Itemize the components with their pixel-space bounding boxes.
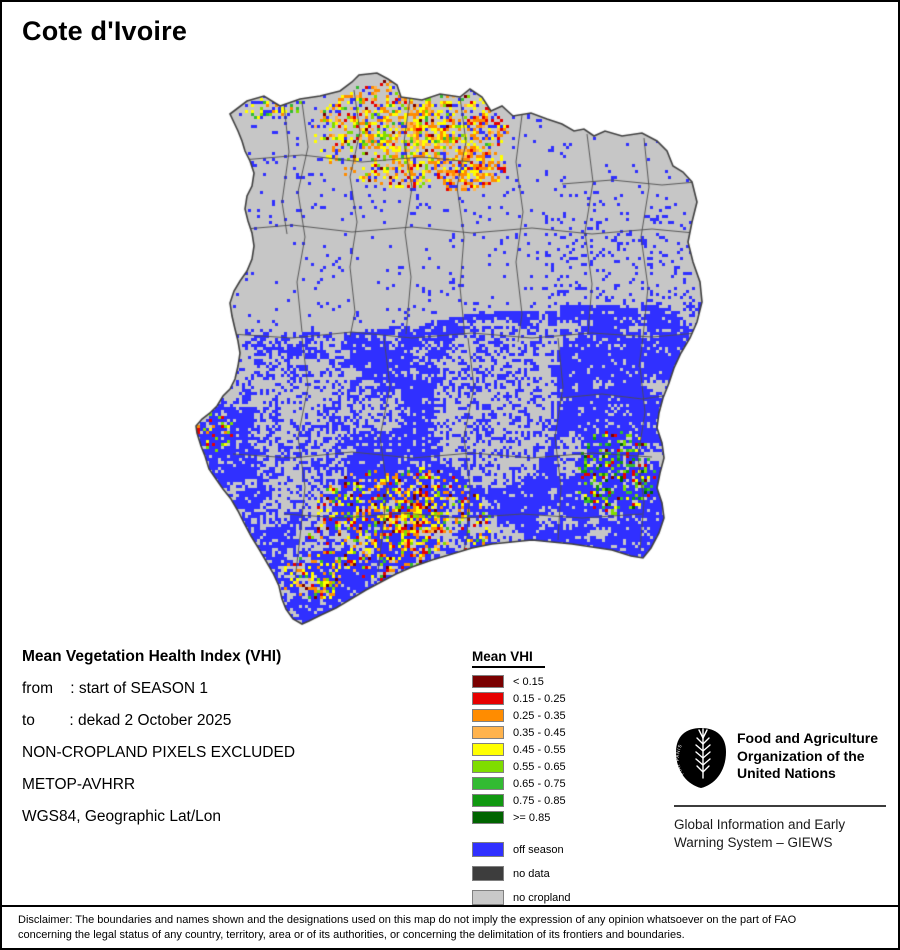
legend-row: off season	[472, 842, 571, 857]
legend-label: >= 0.85	[513, 811, 551, 824]
legend-row: 0.35 - 0.45	[472, 726, 571, 739]
legend-label: 0.15 - 0.25	[513, 692, 566, 705]
legend-title: Mean VHI	[472, 649, 545, 668]
legend-extra-list: off season no data no cropland	[472, 842, 571, 905]
fao-motto-text: FIAT PANIS	[675, 743, 685, 776]
legend-row: 0.65 - 0.75	[472, 777, 571, 790]
legend-swatch	[472, 709, 504, 722]
legend-label: 0.55 - 0.65	[513, 760, 566, 773]
page-title: Cote d'Ivoire	[22, 16, 188, 46]
giews-line: Global Information and Early	[674, 817, 846, 832]
legend-swatch	[472, 726, 504, 739]
fao-name-line: Food and Agriculture	[737, 730, 879, 746]
map-info-block: Mean Vegetation Health Index (VHI) from …	[22, 648, 295, 826]
legend-label: no data	[513, 867, 550, 880]
legend-swatch	[472, 692, 504, 705]
disclaimer-line: Disclaimer: The boundaries and names sho…	[18, 914, 797, 926]
legend-swatch	[472, 866, 504, 881]
vhi-legend: Mean VHI < 0.15 0.15 - 0.25 0.25 - 0.35 0.3…	[472, 648, 571, 914]
fao-block: FIAT PANIS Food and Agriculture Organiza…	[674, 726, 894, 852]
divider-line	[674, 805, 886, 807]
legend-class-list: < 0.15 0.15 - 0.25 0.25 - 0.35 0.35 - 0.45 0…	[472, 675, 571, 824]
wheat-ear-icon	[695, 728, 711, 779]
legend-swatch	[472, 743, 504, 756]
legend-row: no data	[472, 866, 571, 881]
info-line-cropmask: NON-CROPLAND PIXELS EXCLUDED	[22, 744, 296, 761]
legend-row: < 0.15	[472, 675, 571, 688]
legend-swatch	[472, 777, 504, 790]
legend-label: 0.45 - 0.55	[513, 743, 566, 756]
legend-label: off season	[513, 843, 564, 856]
legend-row: 0.75 - 0.85	[472, 794, 571, 807]
legend-swatch	[472, 842, 504, 857]
fao-name-line: Organization of the	[737, 747, 865, 764]
legend-label: 0.35 - 0.45	[513, 726, 566, 739]
legend-swatch	[472, 811, 504, 824]
legend-swatch	[472, 890, 504, 905]
legend-swatch	[472, 675, 504, 688]
legend-label: 0.75 - 0.85	[513, 794, 566, 807]
disclaimer: Disclaimer: The boundaries and names sho…	[2, 905, 898, 948]
giews-name: Global Information and Early Warning Sys…	[674, 816, 894, 852]
legend-swatch	[472, 760, 504, 773]
info-line-projection: WGS84, Geographic Lat/Lon	[22, 808, 222, 825]
disclaimer-line: concerning the legal status of any count…	[18, 929, 685, 941]
info-heading: Mean Vegetation Health Index (VHI)	[22, 648, 282, 665]
legend-swatch	[472, 794, 504, 807]
legend-label: no cropland	[513, 891, 571, 904]
fao-name-line: United Nations	[737, 765, 836, 781]
fao-logo: FIAT PANIS	[675, 728, 726, 788]
info-line-from: from : start of SEASON 1	[22, 680, 209, 697]
legend-row: >= 0.85	[472, 811, 571, 824]
giews-line: Warning System – GIEWS	[674, 835, 833, 850]
fao-name: Food and Agriculture Organization of the…	[737, 726, 878, 783]
legend-row: 0.15 - 0.25	[472, 692, 571, 705]
info-line-to: to : dekad 2 October 2025	[22, 712, 232, 729]
fao-identity: FIAT PANIS Food and Agriculture Organiza…	[674, 726, 894, 790]
legend-row: 0.55 - 0.65	[472, 760, 571, 773]
legend-row: 0.45 - 0.55	[472, 743, 571, 756]
legend-label: 0.65 - 0.75	[513, 777, 566, 790]
legend-row: 0.25 - 0.35	[472, 709, 571, 722]
legend-label: 0.25 - 0.35	[513, 709, 566, 722]
info-line-sensor: METOP-AVHRR	[22, 776, 136, 793]
legend-row: no cropland	[472, 890, 571, 905]
legend-label: < 0.15	[513, 675, 544, 688]
